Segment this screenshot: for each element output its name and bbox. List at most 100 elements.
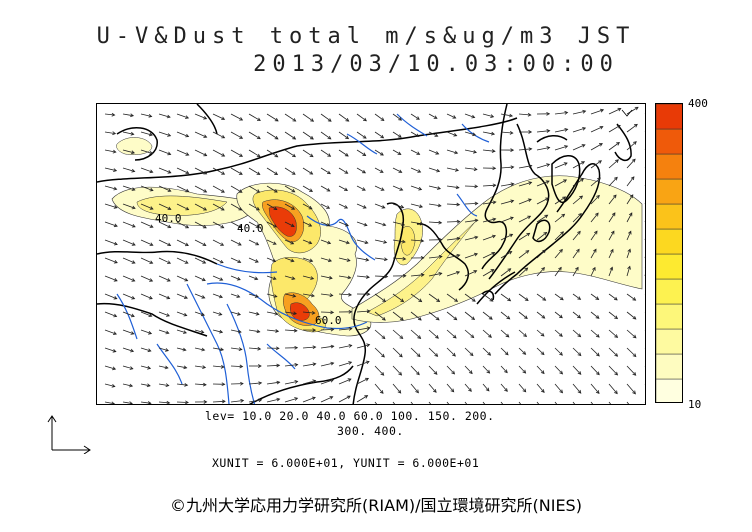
wind-arrow — [302, 363, 316, 367]
wind-arrow-head — [380, 117, 385, 121]
wind-arrow-head — [581, 161, 586, 165]
wind-arrow — [590, 212, 599, 223]
wind-arrow — [410, 221, 423, 225]
wind-arrow-head — [308, 240, 313, 245]
wind-arrow-head — [454, 168, 460, 172]
wind-arrow — [446, 131, 457, 137]
wind-arrow — [392, 185, 403, 191]
wind-arrow — [104, 185, 117, 190]
wind-arrow — [482, 365, 490, 374]
wind-arrow-head — [326, 205, 331, 209]
wind-arrow — [500, 401, 504, 404]
wind-arrow-head — [326, 222, 331, 227]
wind-arrow-head — [202, 365, 207, 369]
wind-arrow-head — [236, 294, 241, 298]
wind-arrow-head — [272, 241, 277, 245]
wind-arrow — [536, 180, 550, 187]
wind-arrow-head — [540, 389, 545, 393]
wind-arrow — [212, 347, 224, 351]
wind-arrow — [176, 185, 189, 192]
wind-arrow-head — [471, 298, 476, 302]
wind-arrow-head — [362, 135, 367, 139]
wind-arrow — [194, 257, 206, 264]
wind-arrow — [644, 274, 645, 276]
wind-arrow — [572, 195, 583, 205]
wind-arrow — [608, 194, 617, 205]
wind-arrow-head — [329, 396, 334, 400]
wind-arrow-head — [202, 224, 207, 229]
wind-arrow — [428, 329, 439, 339]
wind-arrow — [356, 203, 367, 209]
wind-arrow-head — [220, 224, 225, 229]
wind-arrow-head — [131, 260, 136, 264]
wind-arrow-head — [379, 390, 384, 394]
wind-arrow-head — [613, 176, 618, 181]
wind-arrow-head — [402, 256, 407, 261]
wind-arrow — [464, 219, 478, 223]
wind-arrow — [626, 141, 637, 151]
wind-arrow — [626, 158, 636, 169]
wind-arrow — [158, 113, 171, 118]
wind-arrow-head — [540, 370, 545, 375]
wind-arrow — [248, 311, 259, 315]
wind-arrow-head — [294, 345, 299, 350]
wind-arrow — [482, 347, 491, 356]
wind-arrow — [320, 113, 332, 122]
wind-arrow-head — [580, 178, 585, 182]
wind-arrow-head — [398, 117, 403, 121]
wind-arrow-head — [527, 112, 532, 117]
wind-arrow-head — [402, 273, 407, 278]
wind-arrow — [320, 167, 331, 175]
wind-arrow-head — [219, 347, 225, 352]
wind-arrow — [554, 162, 568, 169]
wind-arrow — [518, 165, 532, 169]
wind-arrow-head — [344, 153, 349, 157]
wind-arrow-head — [148, 114, 153, 118]
wind-arrow — [104, 311, 117, 317]
wind-arrow — [158, 329, 169, 334]
wind-arrow-head — [380, 187, 385, 191]
wind-arrow — [212, 293, 223, 298]
wind-arrow-head — [292, 136, 297, 140]
wind-arrow-head — [276, 363, 281, 368]
colorbar-min-label: 10 — [688, 398, 702, 411]
wind-arrow-head — [452, 352, 456, 357]
wind-arrow-head — [344, 187, 349, 191]
wind-arrow — [572, 401, 576, 404]
wind-arrow-head — [490, 131, 496, 136]
wind-arrow-head — [540, 332, 545, 337]
wind-arrow-head — [274, 135, 279, 140]
wind-arrow — [338, 378, 352, 385]
wind-arrow-head — [273, 294, 278, 298]
wind-arrow-head — [506, 315, 511, 320]
wind-arrow-head — [366, 309, 371, 314]
wind-arrow-head — [130, 348, 135, 353]
wind-arrow — [248, 329, 260, 333]
colorbar-swatch — [656, 353, 682, 380]
wind-arrow — [554, 231, 564, 241]
wind-arrow — [410, 239, 424, 242]
wind-arrow — [644, 131, 645, 132]
wind-arrow-head — [592, 266, 596, 271]
wind-arrow — [500, 183, 514, 187]
wind-arrow-head — [131, 224, 136, 228]
river-layer — [116, 113, 490, 404]
wind-arrow — [536, 197, 549, 205]
colorbar-swatch — [656, 278, 682, 305]
wind-arrow-head — [577, 371, 582, 375]
wind-arrow-head — [614, 371, 619, 376]
wind-arrow — [446, 271, 460, 277]
wind-arrow-head — [420, 238, 425, 243]
wind-arrow-head — [598, 160, 602, 164]
wind-arrow-head — [183, 312, 188, 317]
wind-arrow-head — [310, 118, 315, 122]
wind-arrow — [644, 294, 645, 295]
wind-arrow-head — [454, 298, 459, 302]
wind-arrow — [302, 239, 312, 244]
wind-arrow — [266, 203, 277, 210]
wind-arrow — [212, 221, 224, 229]
wind-arrow-head — [541, 266, 545, 271]
wind-arrow — [572, 249, 580, 259]
wind-arrow-head — [473, 167, 478, 172]
wind-arrow-head — [345, 135, 350, 140]
